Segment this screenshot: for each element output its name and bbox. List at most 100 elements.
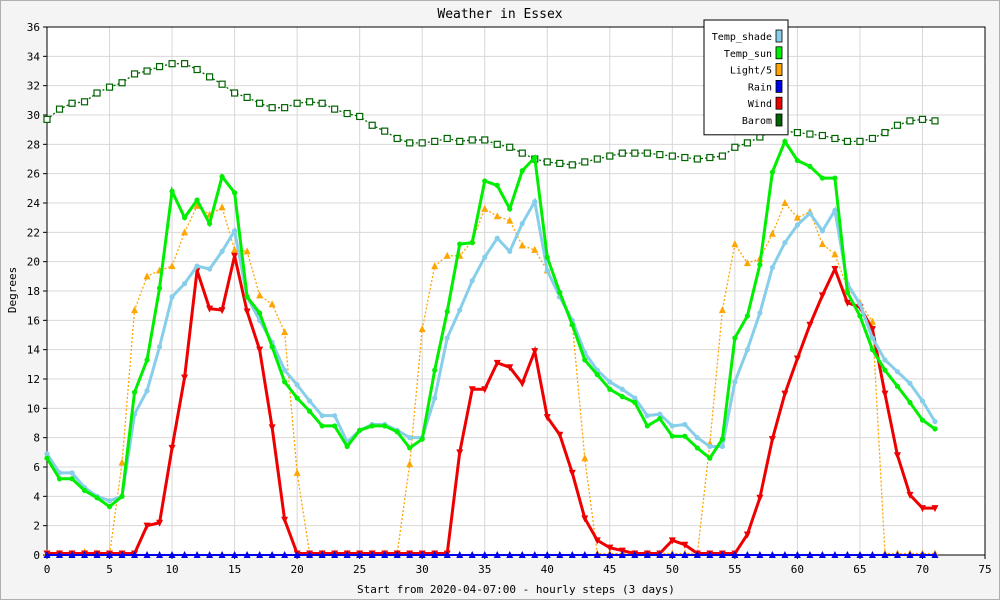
data-point [468,551,476,558]
data-point [143,272,151,280]
data-point [781,551,789,558]
data-point [168,444,176,452]
data-point [931,117,939,125]
data-point [443,551,451,558]
data-point [893,452,901,460]
data-point [593,537,601,545]
data-point [607,386,613,392]
data-point [155,62,164,71]
data-point [706,551,714,558]
data-point [731,551,739,558]
data-point [869,347,876,353]
data-point [868,134,877,143]
data-point [219,174,225,180]
data-point [206,551,214,558]
data-point [69,476,75,482]
data-point [156,519,164,527]
data-point [218,551,226,558]
data-point [456,551,464,558]
data-point [368,121,376,129]
data-point [693,551,701,558]
x-tick-label: 15 [228,563,241,576]
x-tick-label: 75 [978,563,991,576]
data-point [694,435,700,441]
data-point [644,413,650,419]
data-point [193,65,201,74]
data-point [731,143,739,151]
data-point [457,307,463,313]
y-tick-label: 32 [27,80,40,93]
data-point [643,551,651,558]
data-point [907,380,913,386]
data-point [668,537,676,545]
data-point [143,551,151,558]
data-point [582,357,588,363]
x-tick-label: 5 [106,563,113,576]
data-point [181,374,189,382]
data-point [356,551,364,558]
data-point [819,228,826,234]
data-point [156,285,163,291]
x-tick-label: 20 [291,563,304,576]
data-point [769,169,775,175]
y-axis-label: Degrees [6,267,19,313]
y-tick-label: 16 [27,314,40,327]
data-point [493,359,501,367]
data-point [506,143,514,151]
y-tick-label: 14 [27,344,41,357]
data-point [544,254,550,260]
data-point [407,435,413,441]
data-point [343,109,351,118]
y-tick-label: 34 [27,50,41,63]
data-point [931,505,939,513]
y-tick-label: 8 [33,432,40,445]
x-tick-label: 30 [416,563,429,576]
data-point [281,328,289,336]
data-point [293,551,301,558]
legend-label: Light/5 [730,66,772,77]
data-point [807,210,813,216]
legend-swatch [775,80,783,93]
data-point [356,112,364,121]
data-point [281,104,289,112]
data-point [832,207,838,213]
data-point [619,394,625,400]
data-point [293,468,301,476]
data-point [343,551,351,558]
data-point [682,433,688,439]
data-point [907,399,913,406]
legend-swatch [775,96,783,110]
data-point [832,175,838,181]
data-point [369,423,375,429]
data-point [743,551,751,558]
data-point [793,129,802,137]
data-point [306,98,314,106]
data-point [831,266,839,273]
data-point [519,168,525,174]
y-tick-label: 0 [33,549,40,562]
data-point [468,386,476,394]
data-point [868,551,876,558]
data-point [181,228,189,236]
data-point [244,294,250,300]
legend-label: Barom [742,116,772,127]
data-point [819,175,826,181]
data-point [719,443,725,450]
data-point [932,418,938,425]
data-point [418,325,426,333]
data-point [744,313,750,319]
data-point [693,155,701,163]
data-point [443,134,451,143]
data-point [556,551,564,558]
data-point [918,505,926,513]
data-point [431,551,439,558]
data-point [131,306,139,314]
data-point [543,158,551,166]
data-point [281,551,289,558]
data-point [494,235,500,241]
data-point [156,551,164,558]
data-point [531,245,539,253]
data-point [257,310,263,316]
x-tick-label: 45 [603,563,616,576]
data-point [906,491,914,499]
